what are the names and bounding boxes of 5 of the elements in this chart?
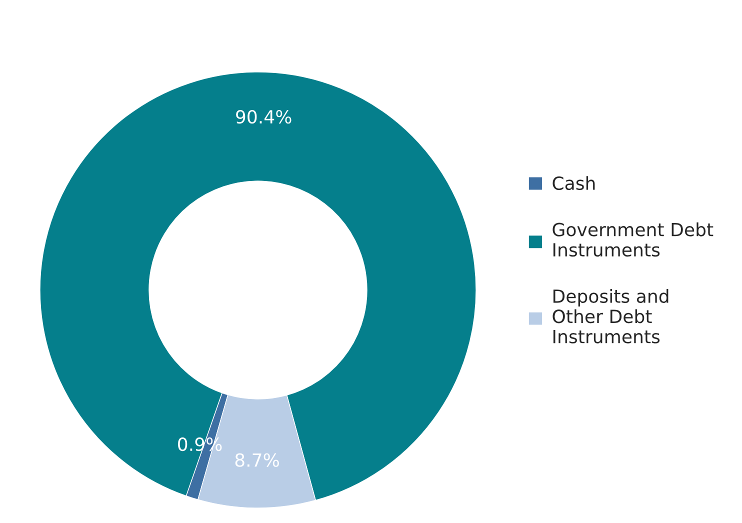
legend-label: Deposits and Other Debt Instruments	[552, 289, 668, 344]
data-label: 90.4%	[236, 110, 292, 124]
legend-label: Government Debt Instruments	[552, 222, 714, 257]
legend-label: Cash	[552, 176, 595, 190]
data-label: 8.7%	[235, 453, 279, 467]
